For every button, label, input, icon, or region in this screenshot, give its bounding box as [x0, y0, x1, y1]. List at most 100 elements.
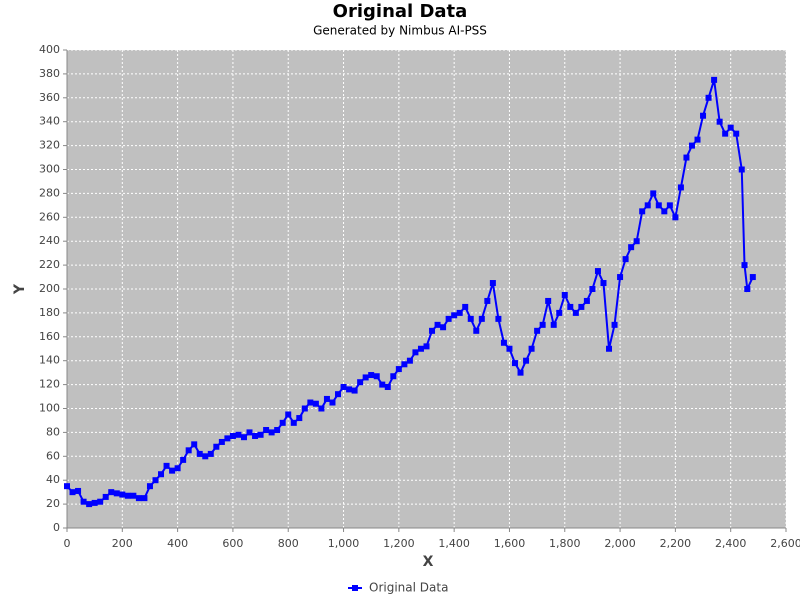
data-point	[594, 268, 601, 275]
data-point	[628, 244, 635, 251]
x-tick-label: 1,000	[328, 537, 360, 550]
data-point	[329, 399, 336, 406]
data-point	[677, 184, 684, 191]
data-point	[351, 387, 358, 394]
data-point	[749, 274, 756, 281]
data-point	[738, 166, 745, 173]
data-point	[462, 303, 469, 310]
data-point	[113, 490, 120, 497]
data-point	[86, 501, 93, 508]
data-point	[741, 262, 748, 269]
y-tick-label: 160	[39, 330, 60, 343]
data-point	[700, 112, 707, 119]
data-point	[290, 419, 297, 426]
data-point	[213, 443, 220, 450]
y-tick-label: 260	[39, 210, 60, 223]
data-point	[318, 405, 325, 412]
data-point	[240, 434, 247, 441]
data-point	[417, 345, 424, 352]
x-tick-label: 400	[167, 537, 188, 550]
data-point	[64, 483, 70, 490]
y-tick-label: 80	[46, 425, 60, 438]
data-point	[572, 309, 579, 316]
y-tick-label: 240	[39, 234, 60, 247]
data-point	[202, 453, 209, 460]
data-point	[218, 438, 225, 445]
data-point	[617, 274, 624, 281]
data-point	[661, 208, 668, 215]
data-point	[722, 130, 729, 137]
data-point	[445, 315, 452, 322]
data-point	[301, 405, 308, 412]
x-tick-label: 2,400	[715, 537, 747, 550]
data-point	[379, 381, 386, 388]
legend-label: Original Data	[369, 581, 448, 595]
data-point	[69, 489, 76, 496]
data-point	[600, 280, 607, 287]
data-point	[108, 489, 115, 496]
x-tick-label: 200	[112, 537, 133, 550]
data-point	[412, 349, 419, 356]
chart-title: Original Data	[333, 1, 468, 22]
y-tick-label: 40	[46, 473, 60, 486]
data-point	[539, 321, 546, 328]
data-point	[727, 124, 734, 131]
data-point	[285, 411, 292, 418]
data-point	[545, 297, 552, 304]
data-point	[467, 315, 474, 322]
data-point	[395, 366, 402, 373]
data-point	[672, 214, 679, 221]
y-tick-label: 320	[39, 139, 60, 152]
data-point	[263, 427, 270, 434]
data-point	[191, 441, 198, 448]
data-point	[694, 136, 701, 143]
y-tick-label: 180	[39, 306, 60, 319]
data-point	[362, 374, 369, 381]
data-point	[124, 492, 131, 499]
data-point	[733, 130, 740, 137]
data-point	[257, 431, 264, 438]
data-point	[434, 321, 441, 328]
y-axis-label: Y	[12, 283, 28, 295]
data-point	[390, 373, 397, 380]
data-point	[97, 498, 104, 505]
data-point	[91, 499, 98, 506]
data-point	[406, 357, 413, 364]
y-tick-label: 20	[46, 497, 60, 510]
x-axis-label: X	[423, 554, 434, 570]
data-point	[75, 487, 82, 494]
data-point	[528, 345, 535, 352]
x-tick-label: 1,800	[549, 537, 581, 550]
data-point	[357, 379, 364, 386]
data-point	[373, 373, 380, 380]
data-point	[180, 456, 187, 463]
data-point	[346, 386, 353, 393]
data-point	[550, 321, 557, 328]
data-point	[511, 360, 518, 367]
y-tick-label: 400	[39, 43, 60, 56]
data-point	[484, 297, 491, 304]
data-point	[650, 190, 657, 197]
data-point	[135, 495, 142, 502]
data-point	[611, 321, 618, 328]
data-point	[523, 357, 530, 364]
data-point	[639, 208, 646, 215]
data-point	[534, 327, 541, 334]
y-tick-label: 220	[39, 258, 60, 271]
y-tick-label: 200	[39, 282, 60, 295]
data-point	[246, 429, 253, 436]
data-point	[489, 280, 496, 287]
x-tick-label: 1,400	[438, 537, 470, 550]
data-point	[705, 94, 712, 101]
x-tick-label: 2,600	[770, 537, 800, 550]
data-point	[556, 309, 563, 316]
data-point	[583, 297, 590, 304]
data-point	[102, 493, 109, 500]
data-point	[268, 429, 275, 436]
data-point	[451, 312, 458, 319]
x-tick-label: 1,200	[383, 537, 415, 550]
y-tick-label: 60	[46, 449, 60, 462]
x-tick-label: 1,600	[494, 537, 526, 550]
data-point	[384, 383, 391, 390]
data-point	[495, 315, 502, 322]
